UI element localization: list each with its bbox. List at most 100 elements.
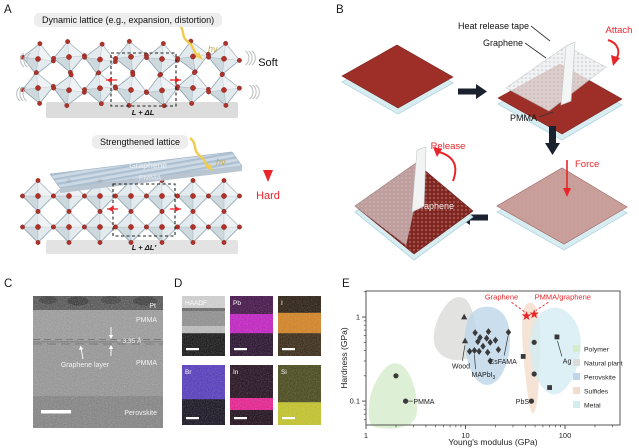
panel-a-graphic: hν L + ΔL Graphene PMMA hν L + ΔL′ Soft … [16, 23, 280, 254]
graphene-top-label: Graphene [483, 38, 523, 48]
annotation-leader [462, 345, 466, 362]
heat-release-tape-label: Heat release tape [458, 21, 529, 31]
step-arrow-right [458, 84, 487, 99]
light-wave-tip [196, 52, 203, 60]
legend-swatch [573, 401, 580, 408]
light-wave-icon-bottom [189, 137, 210, 169]
eds-tile-label: Pb [233, 300, 241, 307]
scale-bar [41, 410, 71, 414]
release-arrowhead [433, 147, 442, 157]
eds-tile-pb: Pb [230, 296, 273, 357]
step-arrow-down [545, 126, 560, 155]
data-point-metal [554, 334, 560, 340]
data-point-perovskite [484, 348, 491, 356]
scale-bar [282, 348, 295, 351]
octahedron [175, 178, 211, 214]
data-point-perovskite [472, 329, 478, 337]
tem-image: Pt PMMA ~ 3.35 Å Graphene layer PMMA Per… [33, 296, 163, 428]
eds-tile-label: HAADF [185, 300, 207, 307]
legend-label: Natural plant [584, 361, 623, 368]
panel-a-title-top: Dynamic lattice (e.g., expansion, distor… [34, 13, 223, 27]
data-point-sulfides [531, 339, 537, 345]
octahedron [51, 72, 87, 108]
cell-length-bottom: L + ΔL′ [132, 243, 158, 252]
pmma-leader [538, 111, 554, 118]
data-point-sulfides [528, 398, 535, 404]
data-point-perovskite [466, 347, 473, 355]
light-wave-icon [177, 23, 200, 58]
graphene-bottom-label: Graphene [414, 201, 454, 211]
legend-label: Sulfides [584, 389, 609, 396]
annotation-leader [474, 354, 476, 370]
perovskite-label: Perovskite [124, 410, 157, 417]
annotation-wood: Wood [452, 364, 470, 371]
heat-release-tape-leader [530, 25, 551, 42]
legend-label: Perovskite [584, 375, 616, 382]
annotation-mapbi: MAPbI3 [472, 372, 496, 381]
panel-label-c: C [4, 278, 13, 290]
scale-bar [234, 417, 247, 420]
annotation-ag: Ag [563, 358, 572, 365]
expansion-arrows-top [106, 77, 181, 83]
panel-label-e: E [342, 278, 350, 290]
octahedron [113, 38, 149, 75]
data-point-perovskite [483, 334, 490, 342]
octahedron [20, 209, 56, 245]
sheet-graphene-label: Graphene [129, 160, 167, 170]
pmma-bottom-label: PMMA [136, 360, 157, 367]
strengthened-lattice [20, 178, 242, 245]
attach-arrowhead [611, 55, 620, 66]
expansion-arrows-bottom [107, 206, 181, 212]
legend-swatch [573, 345, 580, 352]
eds-tile-haadf: HAADF [182, 296, 225, 357]
data-point-graphene [521, 310, 532, 320]
tape-flap-peel [411, 146, 427, 213]
octahedron [82, 209, 118, 245]
spacing-label: ~ 3.35 Å [117, 336, 142, 345]
octahedron [51, 39, 87, 75]
panel-label-d: D [174, 278, 183, 290]
hard-label: Hard [256, 190, 280, 202]
soft-label: Soft [258, 57, 278, 69]
vibration-marks [16, 50, 260, 102]
panel-b-graphic: Heat release tape Graphene Attach PMMA F… [341, 21, 632, 261]
octahedron [144, 72, 180, 109]
legend-swatch [573, 387, 580, 394]
data-point-polymer [393, 373, 399, 379]
octahedron [144, 209, 180, 245]
data-point-metal [520, 354, 526, 359]
data-point-pmma-graphene [529, 309, 539, 319]
annotation-leader [557, 340, 563, 357]
pmma-label: PMMA [510, 113, 537, 123]
x-axis-label: Young's modulus (GPa) [448, 437, 537, 447]
panel-a-title-bottom: Strengthened lattice [92, 135, 189, 149]
substrate-plate-1 [341, 44, 454, 115]
release-label: Release [431, 141, 466, 152]
octahedron [206, 40, 242, 77]
data-point-natural-plant [461, 337, 469, 344]
pt-label: Pt [149, 303, 156, 310]
octahedron [175, 70, 211, 106]
data-point-polymer [402, 398, 409, 404]
substrate-plate-4 [354, 146, 474, 261]
legend-swatch [573, 373, 580, 380]
release-arrow [438, 151, 457, 182]
substrate-plate-3 [496, 167, 628, 251]
force-label: Force [575, 159, 599, 170]
data-point-perovskite [492, 336, 499, 344]
dynamic-lattice [20, 38, 242, 109]
octahedron [113, 209, 149, 245]
x-tick-label: 1 [364, 431, 368, 440]
annotation-leader [503, 335, 509, 356]
panel-label-b: B [336, 4, 344, 16]
cell-length-top: L + ΔL [132, 108, 155, 117]
tem-noise [33, 296, 163, 428]
legend-label: Metal [584, 403, 601, 410]
eds-tile-label: Si [281, 369, 287, 376]
data-point-perovskite [477, 334, 483, 342]
light-wave-tip-bottom [206, 163, 213, 171]
region-polymer [368, 363, 418, 429]
data-point-perovskite [480, 342, 486, 350]
